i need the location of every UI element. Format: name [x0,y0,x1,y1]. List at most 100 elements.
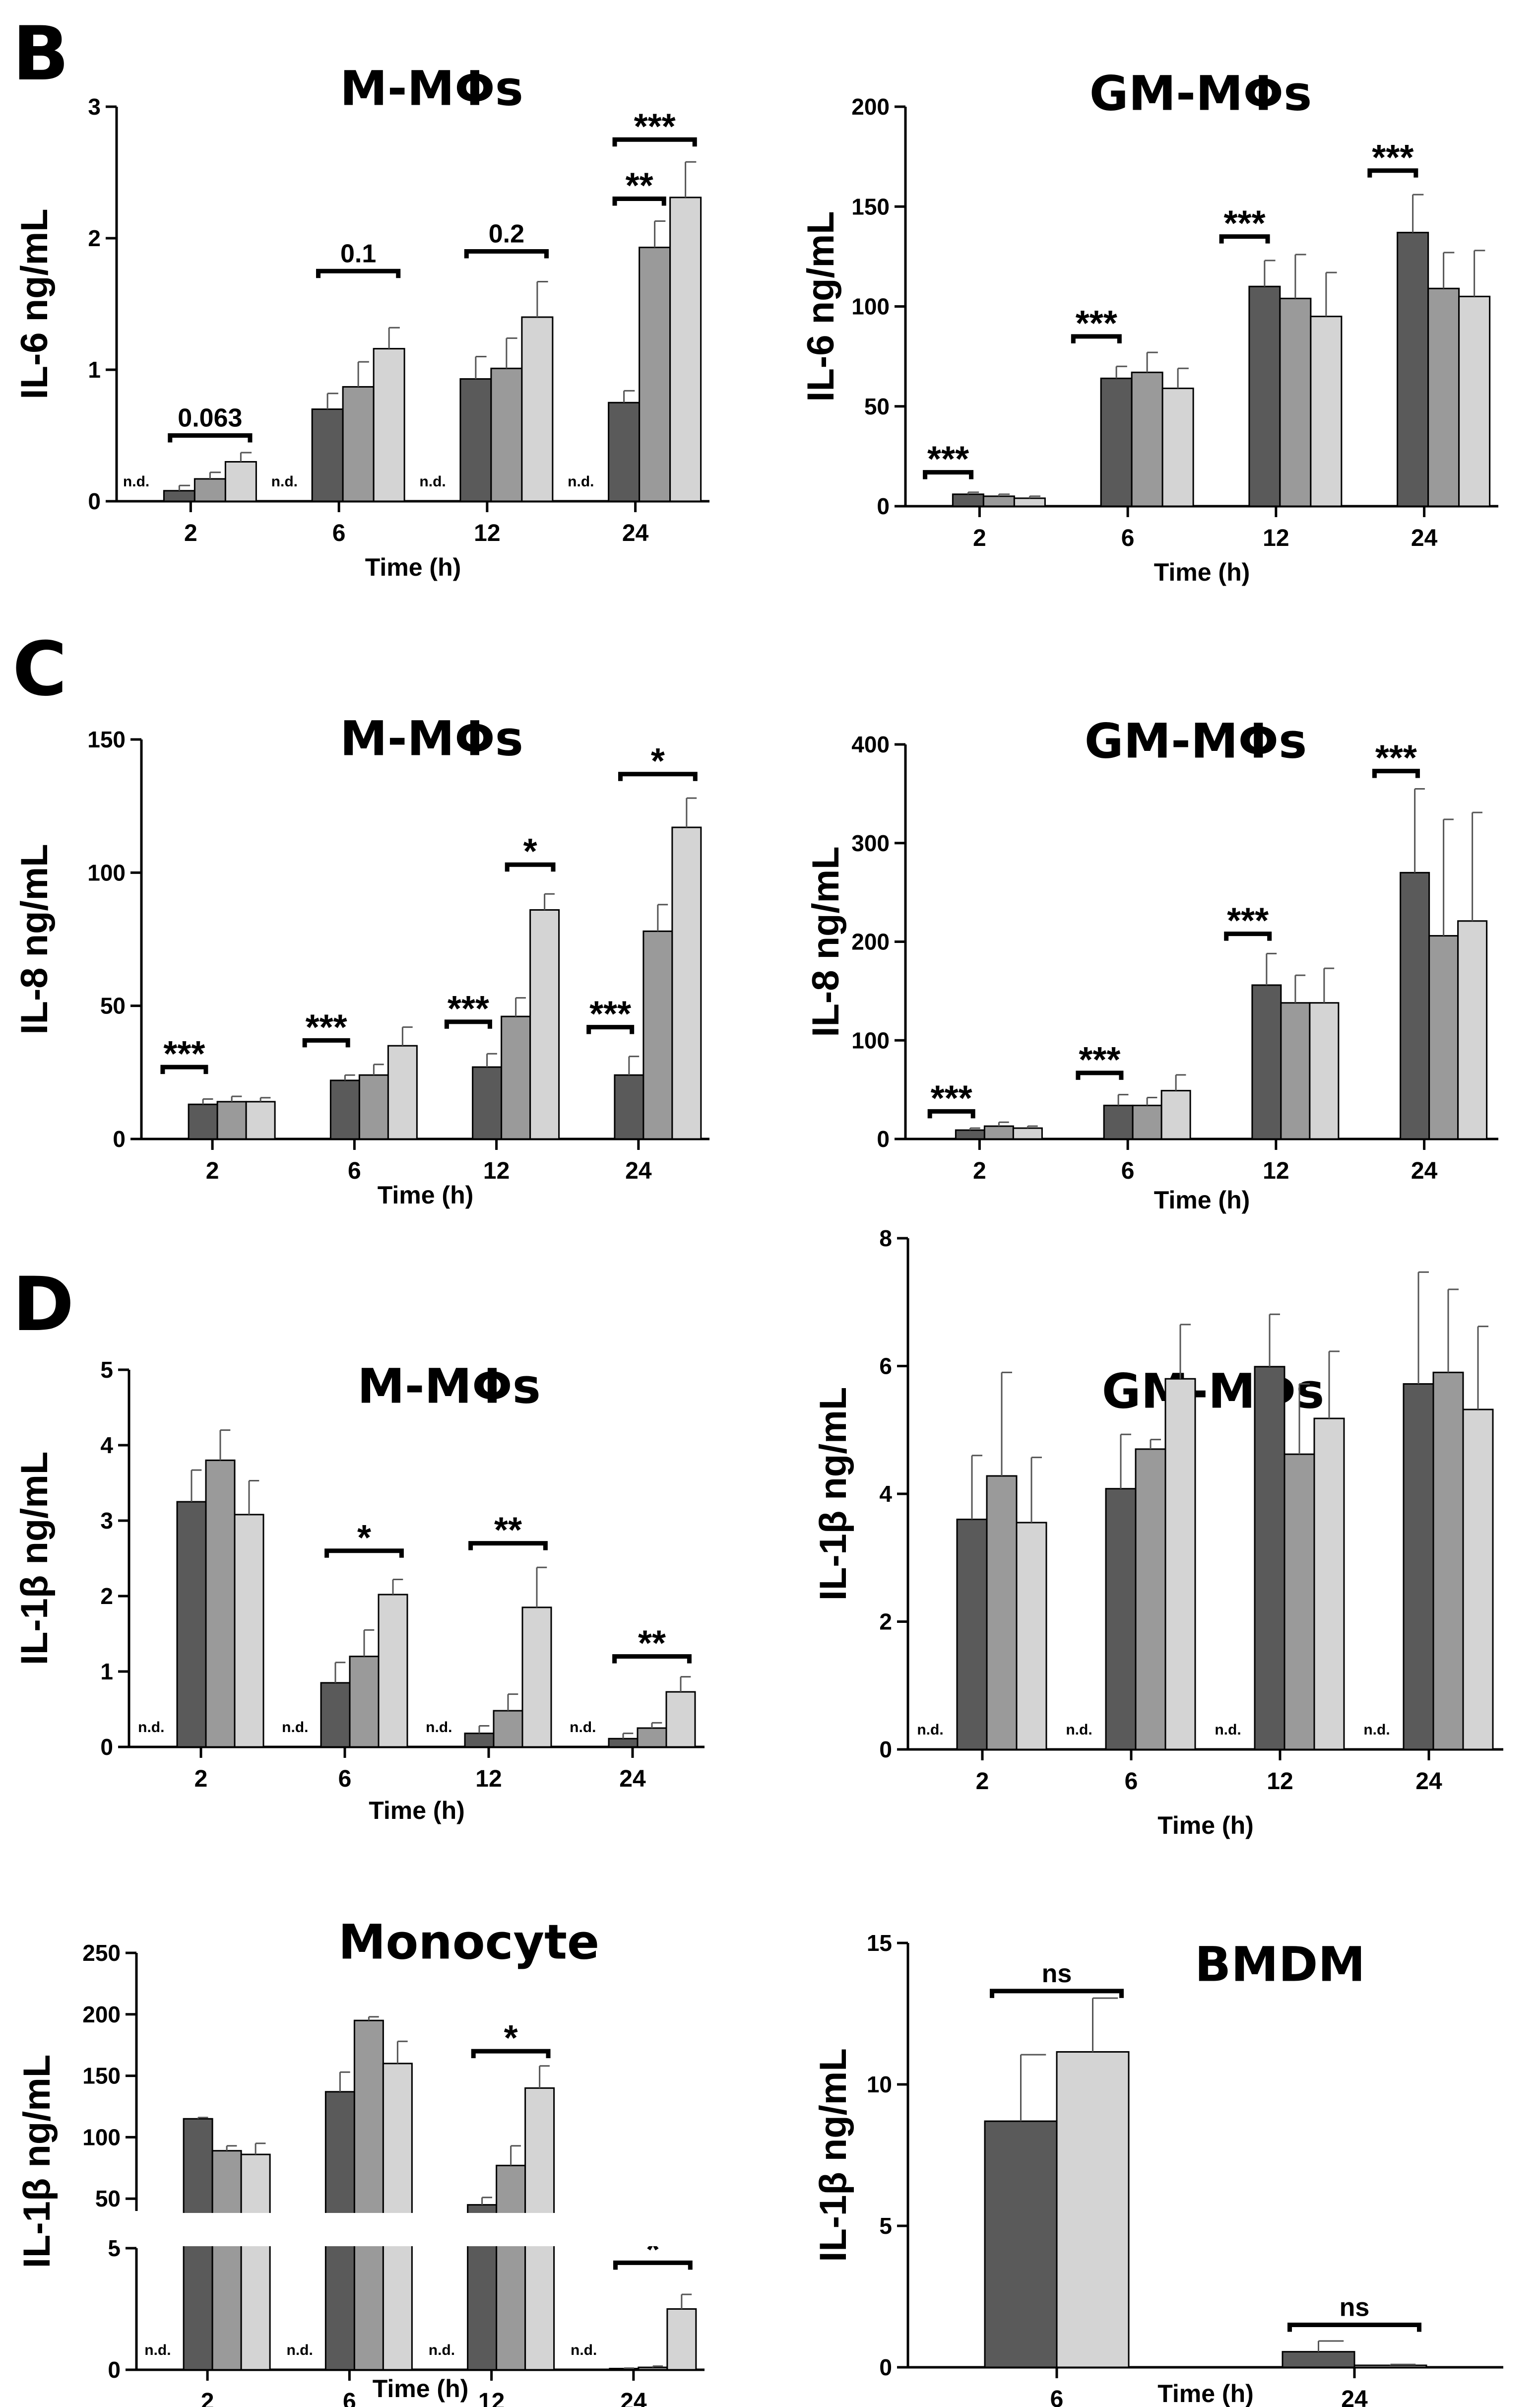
significance-label: * [357,1518,371,1558]
x-tick-label: 24 [1411,1158,1438,1184]
significance-label: ** [626,166,653,206]
bar [216,1101,247,1140]
y-tick-label: 50 [100,993,126,1019]
y-tick-label: 300 [851,830,890,856]
significance-label: *** [306,1007,347,1047]
y-axis-label: IL-6 ng/mL [13,208,56,399]
y-tick-label: 4 [100,1432,113,1458]
chart-title: BMDM [1195,1937,1365,1992]
nd-label: n.d. [571,2342,597,2358]
bar [387,1045,418,1140]
bar [614,1074,644,1140]
nd-label: n.d. [138,1719,164,1736]
bar [1310,316,1343,507]
significance-bracket [586,1025,635,1034]
y-tick-label: 250 [82,1940,121,1966]
x-tick-label: 24 [1411,525,1438,551]
nd-label: n.d. [144,2342,171,2358]
x-tick-label: 2 [973,1158,986,1184]
significance-label: *** [589,995,631,1034]
significance-label: * [523,832,537,871]
significance-bracket [324,1548,404,1558]
y-axis-label: IL-1β ng/mL [13,1452,56,1666]
bar [234,1514,264,1748]
bar [349,1656,380,1748]
bar [1403,1383,1434,1750]
y-tick-label: 150 [851,194,890,219]
y-tick-label: 100 [87,860,126,885]
bar [493,1710,523,1748]
bar [669,197,702,502]
significance-bracket [1076,1070,1124,1080]
chart-title: M-MΦs [340,711,523,766]
x-tick-label: 12 [474,520,500,546]
y-tick-label: 200 [82,2002,121,2027]
x-tick-label: 2 [184,520,197,546]
y-axis-label: IL-6 ng/mL [800,211,842,401]
y-tick-label: 1 [100,1659,113,1684]
bar [1012,1127,1043,1140]
significance-bracket [1372,769,1420,778]
x-tick-label: 12 [478,2389,505,2407]
bar [952,493,984,507]
bar [245,1101,276,1140]
bar [1353,2364,1427,2368]
chart-title: M-MΦs [340,61,523,116]
bar [1164,1378,1196,1750]
x-tick-label: 24 [1415,1768,1442,1795]
bar [1135,1448,1166,1750]
significance-bracket [1219,234,1270,244]
bar [1280,1002,1311,1140]
x-tick-label: 6 [348,1158,361,1184]
y-tick-label: 6 [879,1353,892,1379]
x-axis-label: Time (h) [365,553,461,581]
bar [1400,871,1430,1140]
bar [1282,2351,1355,2368]
bar [1016,1522,1047,1750]
significance-label: *** [163,1034,205,1074]
bar [1056,2051,1130,2368]
y-tick-label: 400 [851,732,890,757]
bar [459,378,492,502]
x-tick-label: 2 [973,525,986,551]
significance-bracket [618,772,698,781]
significance-bracket [612,1654,692,1664]
significance-bracket [927,1109,975,1119]
y-tick-label: 100 [82,2124,121,2150]
x-tick-label: 12 [483,1158,510,1184]
y-tick-label: 200 [851,94,890,120]
significance-label: *** [927,440,969,479]
y-tick-label: 50 [864,394,890,419]
x-tick-label: 12 [475,1766,502,1792]
nd-label: n.d. [123,473,149,490]
significance-label: ** [638,1624,666,1664]
y-tick-label: 0 [113,1126,126,1152]
y-tick-label: 5 [879,2213,892,2239]
significance-label: *** [1224,204,1266,244]
bar [1131,371,1163,507]
x-tick-label: 2 [201,2389,214,2407]
x-tick-label: 24 [1341,2386,1368,2407]
x-tick-label: 2 [194,1766,208,1792]
bar [358,1074,389,1140]
significance-label: * [504,2018,518,2058]
y-tick-label: 150 [87,727,126,752]
x-axis-label: Time (h) [378,1181,474,1209]
significance-label: ns [1042,1959,1072,1988]
bar [1160,1090,1191,1140]
significance-label: *** [1372,138,1413,178]
significance-label: *** [1079,1040,1120,1080]
significance-bracket [1367,168,1418,178]
bar [320,1682,351,1748]
x-tick-label: 12 [1263,525,1289,551]
significance-bracket [160,1065,208,1074]
nd-label: n.d. [1215,1722,1241,1738]
bar [638,2366,668,2371]
y-tick-label: 10 [867,2072,892,2097]
nd-label: n.d. [271,473,298,490]
bar [1283,1453,1315,1750]
bar [378,1594,408,1748]
